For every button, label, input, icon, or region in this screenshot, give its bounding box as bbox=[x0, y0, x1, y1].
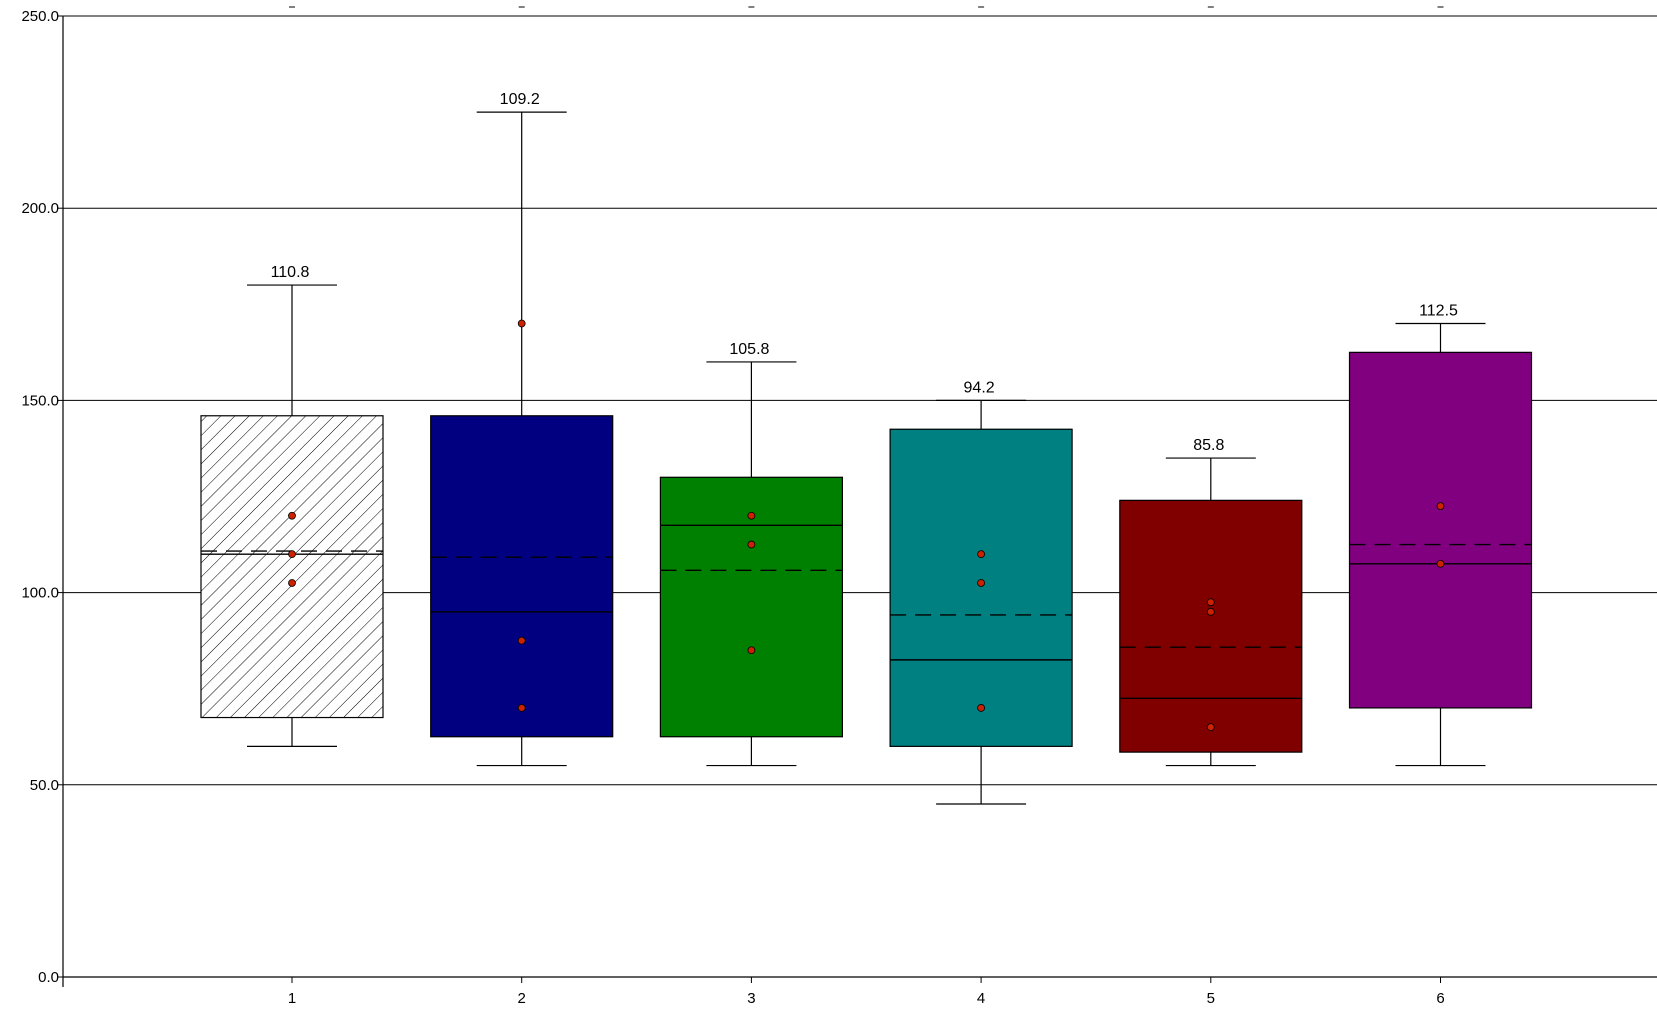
data-point bbox=[1436, 559, 1445, 568]
mean-label: 85.8 bbox=[1193, 437, 1224, 454]
y-tick-label: 50.0 bbox=[30, 777, 59, 794]
mean-label: 112.5 bbox=[1419, 303, 1458, 320]
data-point bbox=[1206, 723, 1215, 732]
axes bbox=[58, 6, 1657, 987]
data-point bbox=[288, 550, 296, 559]
data-point bbox=[1436, 502, 1445, 511]
box-group-6 bbox=[1348, 322, 1533, 767]
box-group-1 bbox=[200, 284, 384, 747]
data-point bbox=[517, 704, 526, 712]
x-tick-label: 1 bbox=[288, 990, 296, 1007]
x-tick-label: 2 bbox=[518, 990, 526, 1007]
box-rect bbox=[430, 415, 614, 738]
x-tick-label: 4 bbox=[977, 990, 985, 1007]
y-tick-label: 0.0 bbox=[38, 969, 59, 986]
mean-label: 110.8 bbox=[271, 264, 310, 281]
labels: 0.0 50.0 100.0 150.0 200.0 250.0 110.8 1 109.2 2 1… bbox=[21, 8, 1458, 1007]
box-group-2 bbox=[430, 111, 614, 767]
data-point bbox=[517, 636, 526, 645]
box-rect bbox=[659, 476, 844, 738]
box-rect bbox=[200, 415, 384, 719]
data-point bbox=[1206, 598, 1215, 607]
x-tick-label: 6 bbox=[1436, 990, 1444, 1007]
data-point bbox=[747, 540, 756, 549]
box-rect bbox=[1119, 499, 1303, 753]
data-point bbox=[288, 511, 296, 520]
mean-label: 94.2 bbox=[964, 379, 995, 396]
x-tick-label: 5 bbox=[1207, 990, 1215, 1007]
y-tick-label: 200.0 bbox=[21, 200, 59, 217]
data-point bbox=[977, 579, 985, 587]
data-point bbox=[288, 579, 296, 587]
data-point bbox=[517, 319, 526, 328]
y-tick-label: 250.0 bbox=[21, 8, 59, 25]
y-tick-label: 150.0 bbox=[21, 392, 59, 409]
box-group-4 bbox=[889, 399, 1073, 805]
box-rect bbox=[1348, 351, 1533, 709]
data-point bbox=[1206, 607, 1215, 616]
data-point bbox=[977, 550, 985, 559]
data-point bbox=[747, 511, 756, 520]
mean-label: 109.2 bbox=[500, 91, 540, 108]
box-group-5 bbox=[1119, 457, 1303, 767]
x-tick-label: 3 bbox=[747, 990, 755, 1007]
mean-label: 105.8 bbox=[729, 341, 769, 358]
boxes bbox=[200, 111, 1533, 805]
box-group-3 bbox=[659, 361, 844, 767]
data-point bbox=[747, 646, 756, 655]
box-rect bbox=[889, 428, 1073, 747]
data-point bbox=[977, 704, 985, 712]
y-tick-label: 100.0 bbox=[21, 585, 59, 602]
